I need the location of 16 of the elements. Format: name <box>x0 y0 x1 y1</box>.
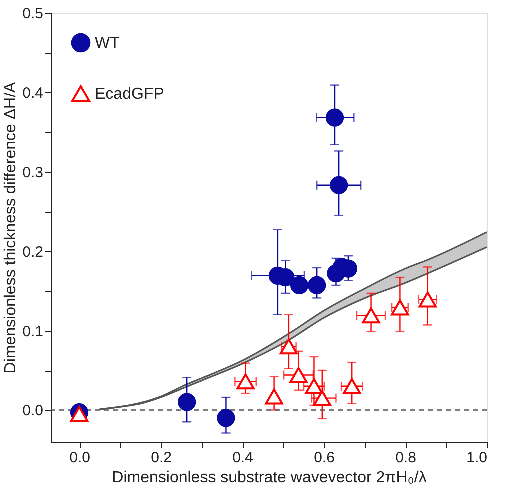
x-tick-label: 1.0 <box>466 450 488 466</box>
legend-label: EcadGFP <box>95 86 164 103</box>
x-tick-label: 0.4 <box>232 450 254 466</box>
x-tick-label: 0.0 <box>70 450 90 466</box>
legend-label: WT <box>95 35 120 52</box>
x-tick-label: 0.6 <box>314 450 335 466</box>
x-tick-label: 0.8 <box>396 450 416 466</box>
x-axis-title: Dimensionless substrate wavevector 2πH₀/λ <box>112 470 427 486</box>
y-axis-title: Dimensionless thickness difference ΔH/A <box>2 82 20 374</box>
y-tick-label: 0.4 <box>22 84 44 102</box>
y-tick-label: 0.2 <box>22 244 44 261</box>
y-tick-label: 0.0 <box>22 402 44 420</box>
x-tick-label: 0.2 <box>151 450 172 466</box>
y-tick-label: 0.3 <box>22 164 44 182</box>
y-tick-label: 0.5 <box>22 6 44 22</box>
y-tick-label: 0.1 <box>22 323 44 340</box>
